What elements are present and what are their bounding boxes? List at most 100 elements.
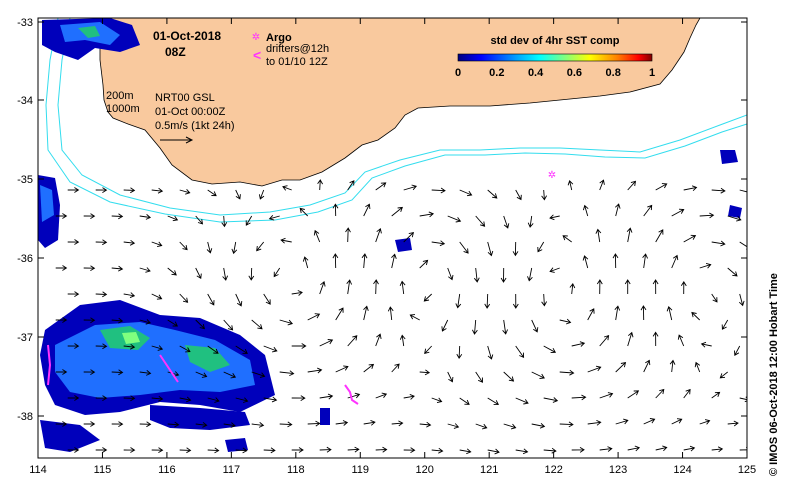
current-arrow xyxy=(515,397,529,405)
current-arrow xyxy=(179,396,192,403)
current-arrow xyxy=(195,267,202,280)
current-arrow xyxy=(207,345,219,354)
current-arrow xyxy=(299,207,309,217)
current-arrow xyxy=(223,371,237,379)
current-arrow xyxy=(655,445,668,452)
current-arrow xyxy=(599,446,613,452)
current-arrow xyxy=(599,179,605,191)
x-tick-label: 120 xyxy=(416,464,434,476)
current-arrow xyxy=(719,371,728,379)
current-arrow xyxy=(95,239,108,246)
x-tick-label: 114 xyxy=(29,464,47,476)
current-arrow xyxy=(559,318,572,325)
current-arrow xyxy=(562,235,572,243)
drifter-legend-icon: < xyxy=(253,47,261,63)
current-arrow xyxy=(280,237,292,244)
current-arrow xyxy=(179,293,189,303)
current-arrow xyxy=(302,256,309,269)
current-arrow xyxy=(263,345,278,353)
current-arrow xyxy=(67,239,80,245)
colorbar-tick: 0.6 xyxy=(567,67,582,79)
current-arrow xyxy=(67,447,80,453)
current-arrow xyxy=(531,422,546,429)
current-arrow xyxy=(487,345,494,360)
current-arrow xyxy=(642,253,649,269)
current-arrow xyxy=(151,293,163,300)
current-arrow xyxy=(319,280,326,295)
current-arrow xyxy=(346,279,353,295)
current-arrow xyxy=(231,241,238,255)
current-arrow xyxy=(55,317,68,323)
current-arrow xyxy=(207,447,220,454)
current-arrow xyxy=(471,319,478,335)
colorbar-title: std dev of 4hr SST comp xyxy=(491,35,620,47)
current-arrow xyxy=(139,267,151,273)
current-arrow xyxy=(683,445,696,452)
current-arrow xyxy=(627,331,634,347)
current-arrow xyxy=(67,343,80,349)
current-arrow xyxy=(123,292,136,299)
current-arrow xyxy=(515,345,525,358)
x-tick-label: 117 xyxy=(223,464,241,476)
current-arrow xyxy=(596,279,603,295)
current-arrow xyxy=(335,365,349,373)
current-arrow xyxy=(691,311,701,321)
current-arrow xyxy=(307,313,321,321)
current-arrow xyxy=(447,371,454,383)
current-arrow xyxy=(151,345,164,351)
current-arrow xyxy=(587,308,595,321)
current-arrow xyxy=(409,314,420,321)
current-arrow xyxy=(223,319,234,331)
current-arrow xyxy=(313,229,321,243)
current-arrow xyxy=(263,293,271,305)
current-arrow xyxy=(727,215,742,222)
current-arrow xyxy=(258,189,265,200)
colorbar-tick: 0.8 xyxy=(606,67,621,79)
current-arrow xyxy=(251,422,265,428)
current-arrow xyxy=(447,215,462,223)
current-arrow xyxy=(245,215,253,226)
current-arrow xyxy=(235,397,249,403)
current-arrow xyxy=(317,179,323,191)
current-arrow xyxy=(739,189,747,193)
current-arrow xyxy=(459,189,473,197)
current-arrow xyxy=(263,447,276,454)
current-arrow xyxy=(403,184,418,191)
current-arrow xyxy=(319,393,334,400)
x-tick-label: 116 xyxy=(158,464,176,476)
current-arrow xyxy=(55,421,68,427)
x-axis: 114 115 116 117 118 119 120 121 122 123 124 125 xyxy=(29,18,756,476)
current-arrow xyxy=(55,265,68,271)
y-tick-label: -34 xyxy=(17,95,33,107)
current-arrow xyxy=(363,363,375,373)
current-arrow xyxy=(332,203,339,217)
current-arrow xyxy=(652,331,659,347)
current-arrow xyxy=(123,447,136,453)
current-arrow xyxy=(711,391,721,399)
current-arrow xyxy=(207,189,217,197)
map-date: 01-Oct-2018 xyxy=(153,29,221,43)
current-arrow xyxy=(655,229,664,243)
current-arrow xyxy=(652,279,659,295)
current-arrow xyxy=(475,215,486,227)
current-arrow xyxy=(167,215,179,222)
current-arrow xyxy=(711,187,726,194)
credit-text: © IMOS 06-Oct-2018 12:00 Hobart Time xyxy=(768,273,780,476)
current-arrow xyxy=(567,179,574,191)
current-arrow xyxy=(319,446,332,453)
drifter-tracks xyxy=(47,344,359,405)
current-arrow xyxy=(503,371,515,382)
current-arrow xyxy=(83,421,96,427)
current-arrow xyxy=(387,306,394,321)
current-arrow xyxy=(419,211,435,218)
current-arrow xyxy=(711,240,726,247)
current-arrow xyxy=(502,319,509,335)
current-vectors xyxy=(55,179,747,455)
current-arrow xyxy=(419,369,431,376)
current-arrow xyxy=(582,255,589,269)
current-arrow xyxy=(643,359,651,373)
current-arrow xyxy=(487,241,494,257)
x-tick-label: 115 xyxy=(94,464,112,476)
current-arrow xyxy=(111,369,124,376)
current-arrow xyxy=(484,293,491,309)
